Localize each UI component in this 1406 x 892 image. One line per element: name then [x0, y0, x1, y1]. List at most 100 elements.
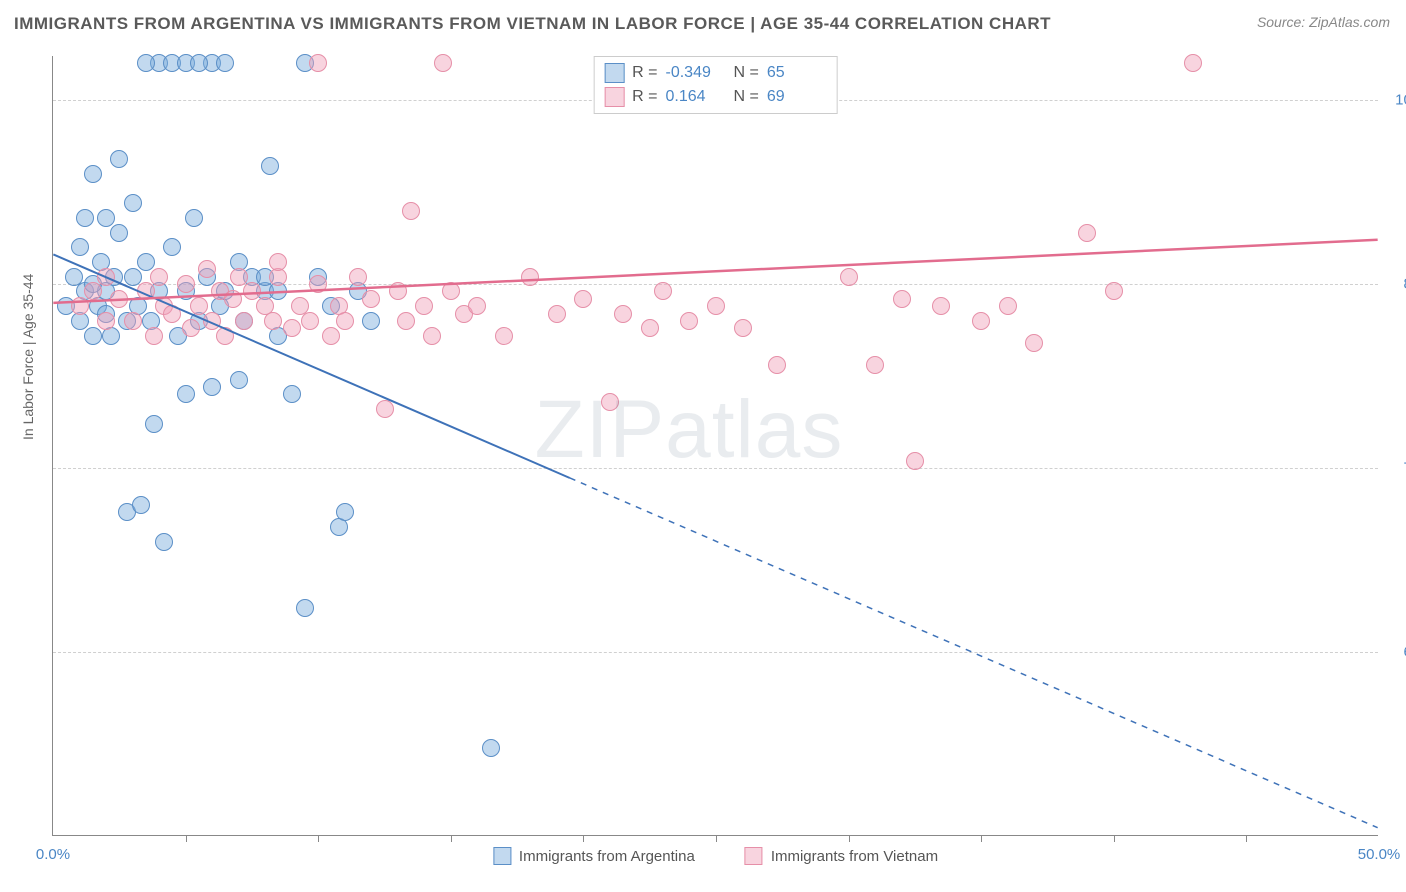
- data-point: [216, 327, 234, 345]
- y-tick-label: 87.5%: [1386, 276, 1406, 293]
- data-point: [124, 268, 142, 286]
- x-tick-mark: [318, 835, 319, 842]
- data-point: [336, 503, 354, 521]
- data-point: [132, 496, 150, 514]
- data-point: [574, 290, 592, 308]
- data-point: [71, 297, 89, 315]
- data-point: [1025, 334, 1043, 352]
- data-point: [137, 253, 155, 271]
- data-point: [397, 312, 415, 330]
- data-point: [322, 327, 340, 345]
- data-point: [182, 319, 200, 337]
- data-point: [264, 312, 282, 330]
- legend-series: Immigrants from Argentina Immigrants fro…: [493, 847, 938, 865]
- data-point: [269, 253, 287, 271]
- data-point: [434, 54, 452, 72]
- data-point: [680, 312, 698, 330]
- data-point: [415, 297, 433, 315]
- scatter-plot-area: ZIPatlas R = -0.349 N = 65 R = 0.164 N =…: [52, 56, 1378, 836]
- n-label: N =: [734, 88, 759, 106]
- data-point: [336, 312, 354, 330]
- data-point: [145, 415, 163, 433]
- x-tick-mark: [716, 835, 717, 842]
- data-point: [124, 194, 142, 212]
- x-tick-mark: [583, 835, 584, 842]
- data-point: [468, 297, 486, 315]
- watermark: ZIPatlas: [535, 383, 844, 477]
- data-point: [203, 312, 221, 330]
- data-point: [261, 157, 279, 175]
- data-point: [97, 312, 115, 330]
- data-point: [163, 305, 181, 323]
- data-point: [362, 312, 380, 330]
- data-point: [71, 238, 89, 256]
- data-point: [376, 400, 394, 418]
- data-point: [309, 54, 327, 72]
- source-attribution: Source: ZipAtlas.com: [1257, 14, 1390, 30]
- data-point: [190, 297, 208, 315]
- y-axis-label: In Labor Force | Age 35-44: [20, 274, 36, 440]
- data-point: [235, 312, 253, 330]
- data-point: [177, 275, 195, 293]
- x-tick-mark: [1114, 835, 1115, 842]
- data-point: [84, 282, 102, 300]
- data-point: [840, 268, 858, 286]
- data-point: [84, 165, 102, 183]
- data-point: [163, 238, 181, 256]
- data-point: [137, 282, 155, 300]
- data-point: [110, 290, 128, 308]
- legend-stats: R = -0.349 N = 65 R = 0.164 N = 69: [593, 56, 838, 114]
- x-tick-label: 0.0%: [36, 846, 70, 863]
- legend-swatch-argentina: [493, 847, 511, 865]
- legend-label-vietnam: Immigrants from Vietnam: [771, 848, 938, 865]
- data-point: [1105, 282, 1123, 300]
- trend-lines-layer: [53, 56, 1378, 835]
- data-point: [137, 54, 155, 72]
- data-point: [932, 297, 950, 315]
- x-tick-mark: [1246, 835, 1247, 842]
- x-tick-mark: [186, 835, 187, 842]
- data-point: [230, 371, 248, 389]
- data-point: [402, 202, 420, 220]
- data-point: [243, 282, 261, 300]
- data-point: [230, 268, 248, 286]
- data-point: [283, 319, 301, 337]
- r-label: R =: [632, 64, 657, 82]
- data-point: [309, 275, 327, 293]
- y-tick-label: 62.5%: [1386, 644, 1406, 661]
- data-point: [190, 54, 208, 72]
- data-point: [442, 282, 460, 300]
- data-point: [423, 327, 441, 345]
- legend-swatch-vietnam: [604, 87, 624, 107]
- data-point: [296, 599, 314, 617]
- data-point: [893, 290, 911, 308]
- data-point: [198, 260, 216, 278]
- n-value-vietnam: 69: [767, 88, 827, 106]
- data-point: [548, 305, 566, 323]
- data-point: [76, 209, 94, 227]
- legend-swatch-vietnam: [745, 847, 763, 865]
- y-tick-label: 75.0%: [1386, 460, 1406, 477]
- data-point: [110, 150, 128, 168]
- data-point: [866, 356, 884, 374]
- gridline: [53, 652, 1378, 653]
- data-point: [150, 268, 168, 286]
- data-point: [601, 393, 619, 411]
- data-point: [185, 209, 203, 227]
- n-label: N =: [734, 64, 759, 82]
- data-point: [362, 290, 380, 308]
- data-point: [521, 268, 539, 286]
- y-tick-label: 100.0%: [1386, 92, 1406, 109]
- x-tick-mark: [451, 835, 452, 842]
- data-point: [389, 282, 407, 300]
- chart-title: IMMIGRANTS FROM ARGENTINA VS IMMIGRANTS …: [14, 14, 1051, 34]
- data-point: [641, 319, 659, 337]
- data-point: [145, 327, 163, 345]
- data-point: [203, 378, 221, 396]
- data-point: [110, 224, 128, 242]
- data-point: [614, 305, 632, 323]
- x-tick-label: 50.0%: [1358, 846, 1401, 863]
- n-value-argentina: 65: [767, 64, 827, 82]
- legend-swatch-argentina: [604, 63, 624, 83]
- data-point: [768, 356, 786, 374]
